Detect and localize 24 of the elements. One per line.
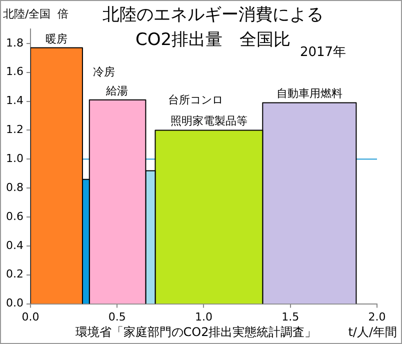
y-tick-label: 0.2: [6, 268, 24, 281]
x-tick-label: 1.0: [194, 310, 212, 324]
y-tick-label: 1.0: [6, 152, 24, 166]
x-tick-label: 0.0: [22, 310, 40, 324]
y-tick-label: 1.6: [6, 65, 24, 78]
annotation: 暖房: [45, 32, 68, 46]
annotation: 自動車用燃料: [276, 87, 342, 100]
y-tick-label: 0.0: [6, 296, 24, 310]
annotation: 台所コンロ: [168, 93, 223, 106]
x-tick-label: 1.5: [282, 310, 300, 324]
text: 環境省「家庭部門のCO2排出実態統計調査」: [75, 325, 317, 340]
annotation: 給湯: [105, 84, 128, 98]
y-tick-label: 0.6: [6, 210, 24, 223]
x-tick-label: 0.5: [108, 310, 126, 324]
y-tick-label: 1.2: [6, 123, 24, 136]
y-tick-label: 0.8: [6, 180, 24, 194]
y-tick-label: 1.4: [6, 94, 24, 108]
annotation: 照明家電製品等: [170, 114, 248, 128]
annotation: 冷房: [93, 65, 115, 78]
y-tick-label: 1.8: [6, 36, 24, 50]
y-axis-title: 北陸/全国 倍: [3, 7, 69, 20]
x-axis-title: t/人/年間: [348, 325, 397, 340]
y-tick-label: 0.4: [6, 238, 24, 252]
x-tick-label: 2.0: [368, 310, 386, 324]
